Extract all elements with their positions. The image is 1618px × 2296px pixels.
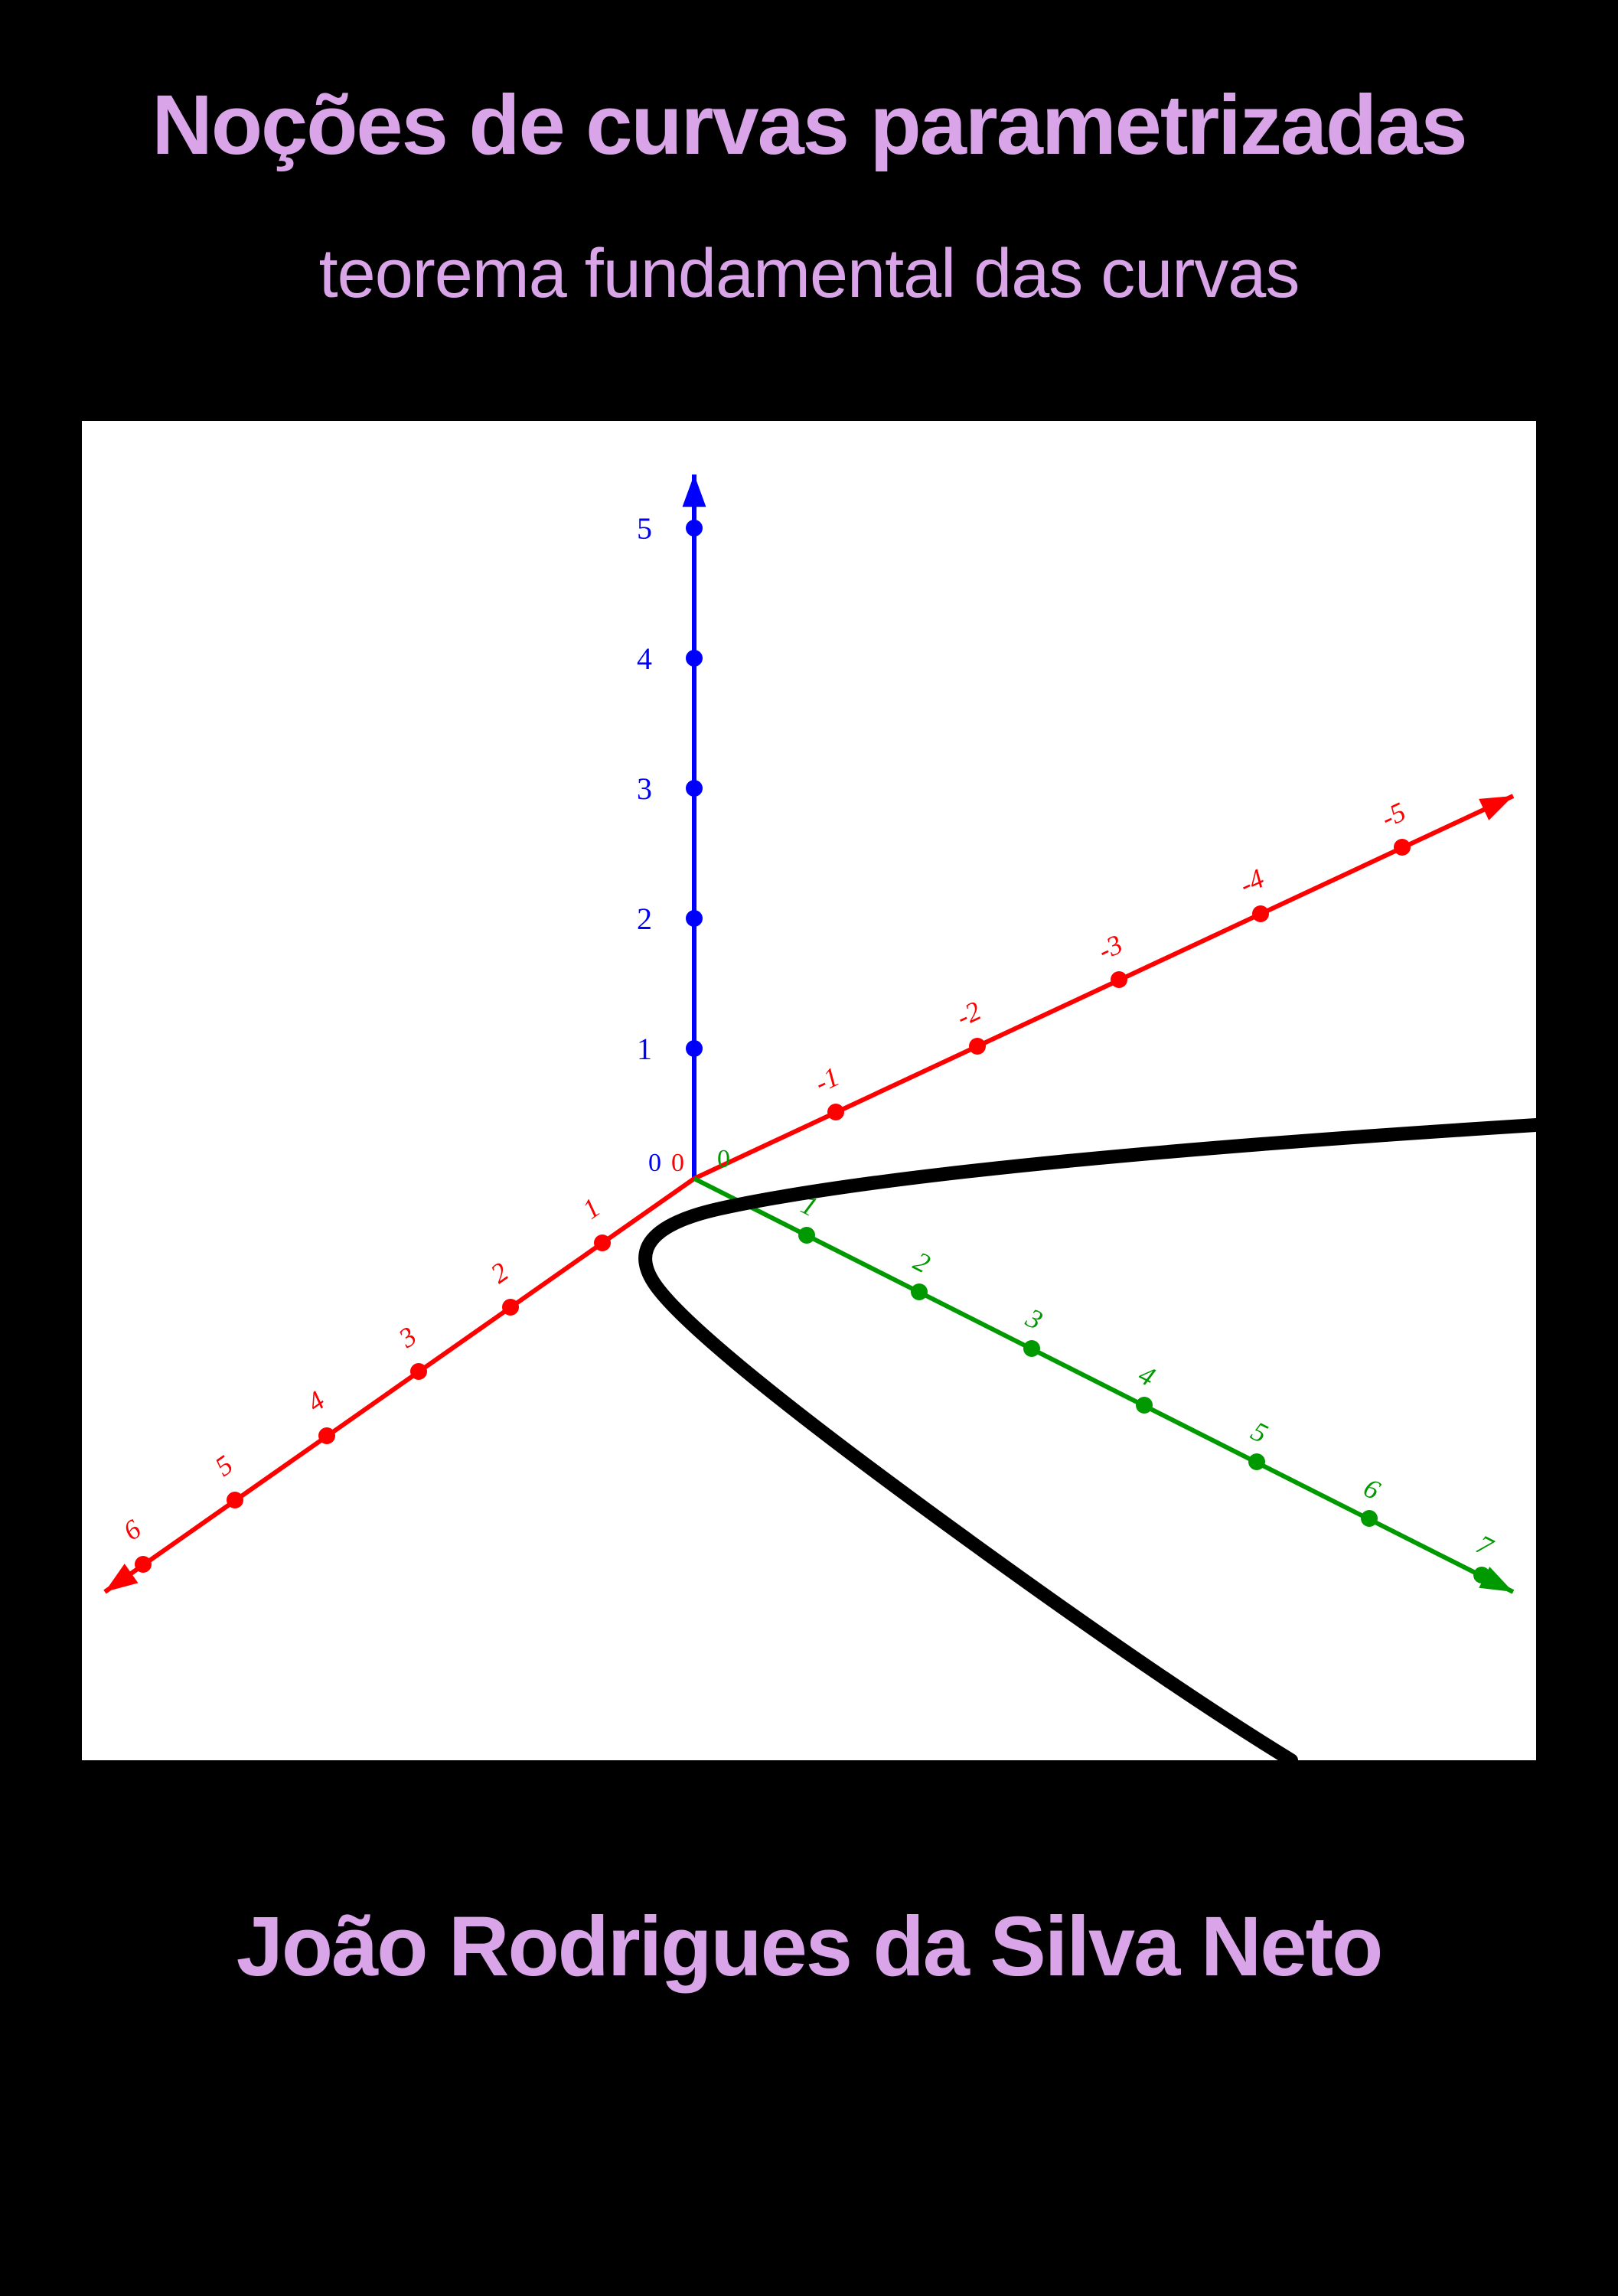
svg-text:4: 4	[1134, 1358, 1160, 1392]
svg-text:6: 6	[118, 1513, 147, 1546]
svg-text:-4: -4	[1235, 863, 1268, 900]
svg-text:3: 3	[393, 1320, 422, 1354]
plot-svg: 123450-1-2-3-4-5123456012345670	[82, 421, 1536, 1760]
svg-text:7: 7	[1471, 1528, 1499, 1563]
svg-text:3: 3	[1020, 1302, 1047, 1336]
svg-text:0: 0	[648, 1149, 661, 1177]
svg-text:5: 5	[637, 511, 652, 546]
svg-text:5: 5	[1246, 1415, 1272, 1449]
svg-text:0: 0	[671, 1149, 684, 1177]
cover-subtitle: teorema fundamental das curvas	[319, 235, 1300, 314]
svg-text:-1: -1	[810, 1061, 843, 1098]
svg-text:-3: -3	[1093, 928, 1127, 966]
svg-text:2: 2	[637, 902, 652, 936]
svg-text:-5: -5	[1376, 796, 1410, 833]
svg-text:3: 3	[637, 771, 652, 806]
svg-text:2: 2	[485, 1256, 514, 1289]
svg-text:2: 2	[908, 1245, 935, 1279]
svg-text:4: 4	[637, 641, 652, 676]
plot-container: 123450-1-2-3-4-5123456012345670	[82, 421, 1536, 1760]
svg-text:-2: -2	[951, 995, 985, 1032]
svg-text:6: 6	[1359, 1472, 1385, 1505]
svg-text:4: 4	[302, 1384, 331, 1417]
svg-text:1: 1	[577, 1192, 606, 1225]
cover-title: Noções de curvas parametrizadas	[152, 77, 1466, 174]
svg-text:5: 5	[210, 1449, 239, 1482]
svg-text:0: 0	[717, 1145, 730, 1173]
svg-text:1: 1	[637, 1032, 652, 1066]
cover-author: João Rodrigues da Silva Neto	[237, 1898, 1382, 1995]
